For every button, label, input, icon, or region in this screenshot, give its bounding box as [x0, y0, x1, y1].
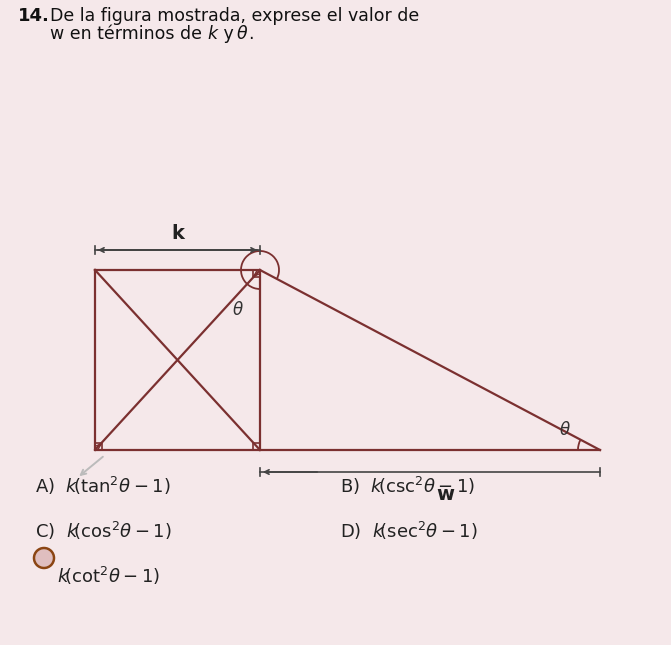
- Text: 14.: 14.: [18, 7, 50, 25]
- Text: w en términos de: w en términos de: [50, 25, 207, 43]
- Text: .: .: [248, 25, 254, 43]
- Text: θ: θ: [233, 301, 243, 319]
- Text: θ: θ: [560, 421, 570, 439]
- Text: k: k: [171, 224, 184, 243]
- Text: D)  $k\!\left(\sec^2\!\theta-1\right)$: D) $k\!\left(\sec^2\!\theta-1\right)$: [340, 520, 478, 542]
- Text: w: w: [436, 485, 454, 504]
- Text: θ: θ: [237, 25, 248, 43]
- Text: De la figura mostrada, exprese el valor de: De la figura mostrada, exprese el valor …: [50, 7, 419, 25]
- Text: $k\!\left(\cot^2\!\theta-1\right)$: $k\!\left(\cot^2\!\theta-1\right)$: [57, 565, 160, 587]
- Ellipse shape: [35, 549, 53, 567]
- Text: A)  $k\!\left(\tan^2\!\theta-1\right)$: A) $k\!\left(\tan^2\!\theta-1\right)$: [35, 475, 170, 497]
- Text: B)  $k\!\left(\csc^2\!\theta-1\right)$: B) $k\!\left(\csc^2\!\theta-1\right)$: [340, 475, 475, 497]
- Text: y: y: [218, 25, 240, 43]
- Text: k: k: [207, 25, 217, 43]
- Text: C)  $k\!\left(\cos^2\!\theta-1\right)$: C) $k\!\left(\cos^2\!\theta-1\right)$: [35, 520, 172, 542]
